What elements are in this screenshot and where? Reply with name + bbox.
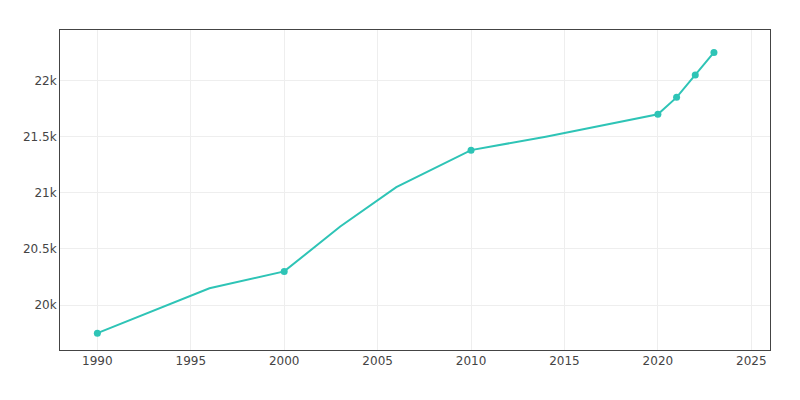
- svg-text:2020: 2020: [643, 354, 674, 368]
- svg-text:1990: 1990: [82, 354, 113, 368]
- svg-text:20.5k: 20.5k: [23, 242, 57, 256]
- svg-text:21k: 21k: [34, 186, 56, 200]
- svg-text:2010: 2010: [456, 354, 487, 368]
- svg-text:2005: 2005: [362, 354, 393, 368]
- svg-text:1995: 1995: [176, 354, 207, 368]
- svg-text:21.5k: 21.5k: [23, 130, 57, 144]
- svg-text:22k: 22k: [34, 74, 56, 88]
- svg-text:20k: 20k: [34, 298, 56, 312]
- svg-text:2025: 2025: [736, 354, 767, 368]
- svg-text:2000: 2000: [269, 354, 300, 368]
- svg-text:2015: 2015: [549, 354, 580, 368]
